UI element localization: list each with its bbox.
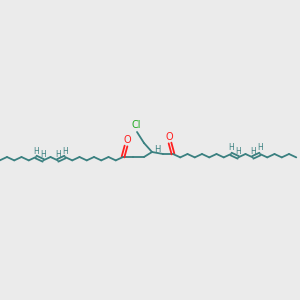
Text: H: H — [250, 147, 256, 156]
Text: H: H — [33, 146, 39, 155]
Text: O: O — [165, 132, 173, 142]
Text: H: H — [236, 147, 241, 156]
Text: H: H — [62, 146, 68, 155]
Text: H: H — [154, 145, 160, 154]
Text: H: H — [257, 143, 263, 152]
Text: H: H — [55, 150, 61, 159]
Text: H: H — [228, 143, 234, 152]
Text: H: H — [40, 150, 46, 159]
Text: Cl: Cl — [131, 120, 141, 130]
Text: O: O — [123, 135, 131, 145]
